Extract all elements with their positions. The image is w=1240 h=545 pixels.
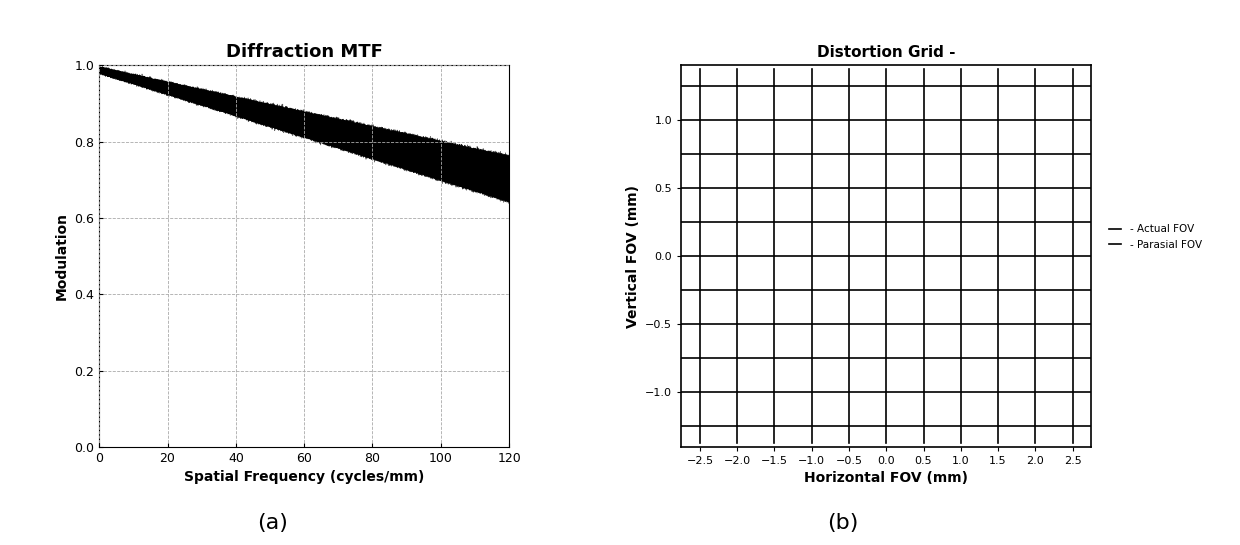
Y-axis label: Vertical FOV (mm): Vertical FOV (mm)	[626, 185, 640, 328]
Title: Distortion Grid -: Distortion Grid -	[817, 45, 956, 60]
Title: Diffraction MTF: Diffraction MTF	[226, 43, 383, 61]
X-axis label: Horizontal FOV (mm): Horizontal FOV (mm)	[805, 471, 968, 486]
Legend: - Actual FOV, - Parasial FOV: - Actual FOV, - Parasial FOV	[1109, 225, 1202, 250]
Text: (a): (a)	[258, 513, 288, 533]
X-axis label: Spatial Frequency (cycles/mm): Spatial Frequency (cycles/mm)	[184, 470, 424, 485]
Y-axis label: Modulation: Modulation	[55, 212, 68, 300]
Text: (b): (b)	[827, 513, 859, 533]
